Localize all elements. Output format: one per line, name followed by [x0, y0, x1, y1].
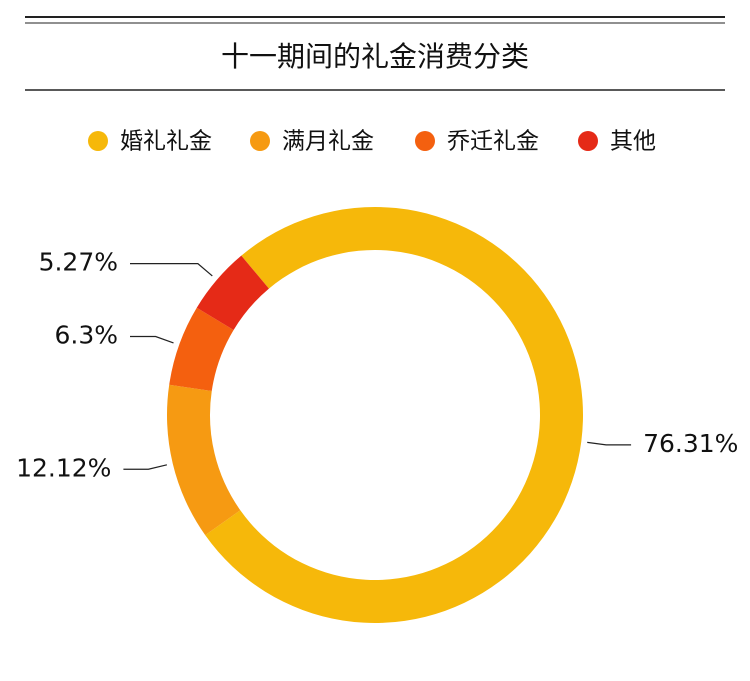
donut-slice	[169, 307, 234, 392]
leader-line	[130, 263, 213, 277]
leader-line	[130, 335, 174, 344]
legend-swatch	[415, 131, 435, 151]
leader-line	[587, 441, 632, 446]
donut-slice	[196, 255, 269, 330]
legend-swatch	[578, 131, 598, 151]
legend-label: 乔迁礼金	[447, 129, 539, 155]
legend-swatch	[250, 131, 270, 151]
data-label: 6.3%	[54, 321, 118, 350]
data-label: 5.27%	[39, 248, 118, 277]
donut-slice	[166, 384, 241, 536]
data-label: 76.31%	[643, 429, 738, 458]
legend-label: 其他	[610, 129, 656, 155]
chart-title: 十一期间的礼金消费分类	[221, 40, 529, 73]
leader-line	[123, 464, 168, 470]
legend-label: 婚礼礼金	[120, 129, 212, 155]
legend-label: 满月礼金	[282, 129, 374, 155]
data-label: 12.12%	[16, 453, 111, 482]
legend-swatch	[88, 131, 108, 151]
